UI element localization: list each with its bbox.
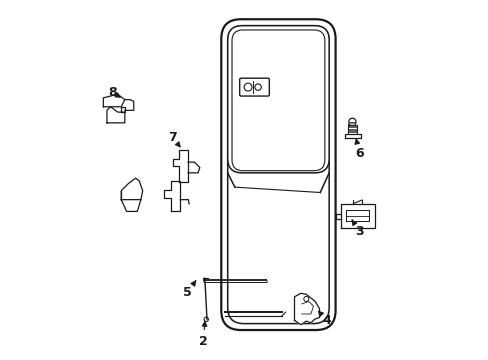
Polygon shape [173, 150, 188, 182]
Polygon shape [294, 293, 319, 325]
Polygon shape [346, 210, 368, 221]
PathPatch shape [221, 19, 335, 330]
Polygon shape [345, 134, 360, 138]
Text: 5: 5 [183, 281, 195, 299]
Text: 7: 7 [167, 131, 180, 147]
Polygon shape [340, 203, 374, 228]
Polygon shape [188, 162, 200, 173]
Polygon shape [124, 100, 134, 111]
Text: 3: 3 [351, 220, 363, 238]
PathPatch shape [227, 26, 328, 173]
FancyBboxPatch shape [239, 78, 269, 96]
Polygon shape [121, 178, 142, 200]
Text: 4: 4 [318, 311, 330, 327]
Text: 2: 2 [199, 322, 207, 348]
Text: 8: 8 [108, 86, 120, 99]
Polygon shape [348, 123, 355, 125]
Polygon shape [164, 181, 180, 211]
Polygon shape [103, 94, 124, 107]
Polygon shape [107, 107, 124, 123]
Text: 6: 6 [354, 139, 363, 160]
